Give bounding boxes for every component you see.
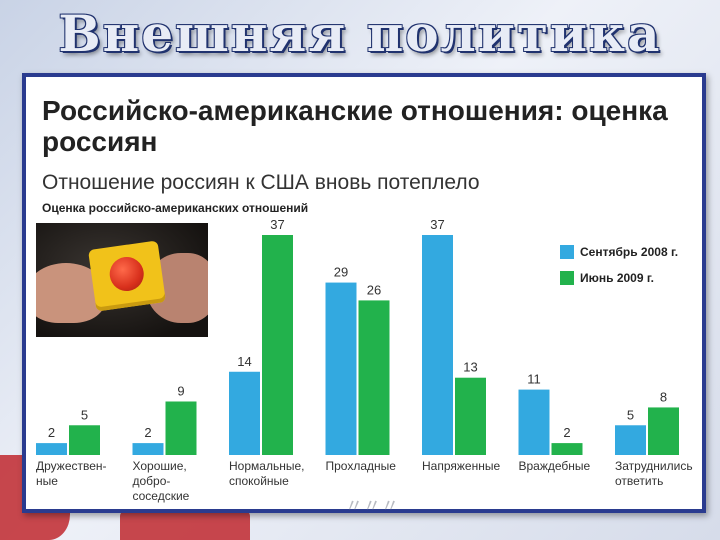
data-label-sep2008-1: 2: [144, 425, 151, 440]
bar-jun2009-1: [165, 401, 197, 455]
data-label-jun2009-3: 26: [367, 282, 381, 297]
legend-label-0: Сентябрь 2008 г.: [580, 245, 679, 259]
legend-label-1: Июнь 2009 г.: [580, 271, 654, 285]
legend-item-1: Июнь 2009 г.: [560, 265, 678, 291]
bar-jun2009-6: [648, 407, 679, 455]
data-label-jun2009-2: 37: [270, 217, 284, 232]
data-label-jun2009-5: 2: [563, 425, 570, 440]
bar-jun2009-3: [358, 300, 390, 455]
slide-title: Внешняя политика: [58, 4, 662, 63]
category-label-1: Хорошие, добро- соседские: [132, 459, 190, 503]
legend-swatch-1: [560, 271, 574, 285]
bar-jun2009-2: [262, 235, 293, 455]
bar-sep2008-3: [325, 282, 357, 455]
data-label-jun2009-0: 5: [81, 407, 88, 422]
red-button-photo: [36, 223, 208, 337]
bar-sep2008-1: [132, 443, 164, 455]
bar-sep2008-4: [422, 235, 453, 455]
bar-jun2009-0: [69, 425, 100, 455]
data-label-sep2008-0: 2: [48, 425, 55, 440]
data-label-jun2009-4: 13: [463, 360, 477, 375]
data-label-sep2008-2: 14: [237, 354, 251, 369]
panel-headline: Российско-американские отношения: оценка…: [42, 95, 668, 157]
data-label-jun2009-1: 9: [177, 383, 184, 398]
chart-caption: Оценка российско-американских отношений: [42, 201, 309, 215]
bar-jun2009-5: [551, 443, 583, 455]
category-label-4: Напряженные: [422, 459, 501, 473]
bar-jun2009-4: [455, 377, 486, 455]
bar-sep2008-0: [36, 443, 67, 455]
panel-subheadline: Отношение россиян к США вновь потеплело: [42, 171, 480, 194]
chart-legend: Сентябрь 2008 г. Июнь 2009 г.: [560, 239, 678, 291]
bar-sep2008-6: [615, 425, 646, 455]
data-label-jun2009-6: 8: [660, 389, 667, 404]
legend-swatch-0: [560, 245, 574, 259]
legend-item-0: Сентябрь 2008 г.: [560, 239, 678, 265]
category-label-2: Нормальные, спокойные: [229, 459, 305, 488]
bar-sep2008-5: [518, 389, 550, 455]
chart-panel: Российско-американские отношения: оценка…: [22, 73, 706, 513]
data-label-sep2008-3: 29: [334, 265, 348, 280]
category-label-3: Прохладные: [325, 459, 396, 473]
category-label-6: Затруднились ответить: [615, 459, 693, 488]
category-label-0: Дружествен- ные: [36, 459, 107, 488]
watermark-glyph: 〃〃〃: [345, 496, 399, 517]
data-label-sep2008-6: 5: [627, 407, 634, 422]
data-label-sep2008-4: 37: [430, 217, 444, 232]
category-label-5: Враждебные: [518, 459, 591, 473]
bar-sep2008-2: [229, 371, 260, 455]
data-label-sep2008-5: 11: [527, 372, 541, 387]
